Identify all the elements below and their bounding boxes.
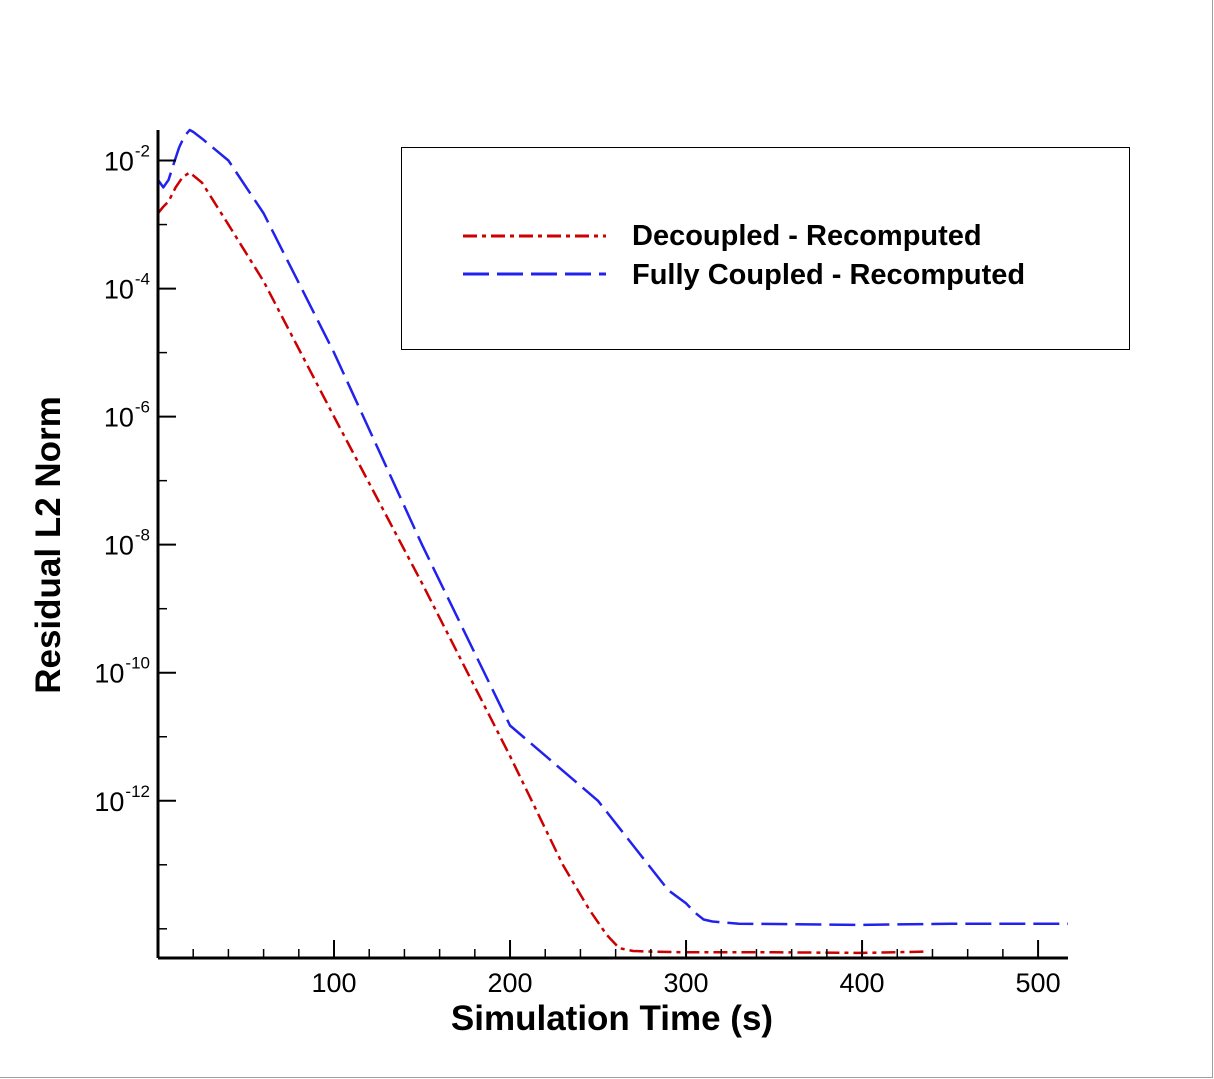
legend: Decoupled - Recomputed Fully Coupled - R… (401, 147, 1130, 350)
series-line-decoupled (157, 171, 928, 955)
y-tick-label-exponent: -10 (125, 654, 150, 673)
x-tick-label: 300 (664, 968, 709, 998)
y-tick-label-exponent: -2 (135, 142, 150, 161)
y-tick-label-base: 10 (104, 147, 134, 177)
x-axis-title: Simulation Time (s) (451, 999, 773, 1038)
legend-label-fully-coupled: Fully Coupled - Recomputed (632, 259, 1025, 291)
y-tick-label-base: 10 (104, 531, 134, 561)
x-tick-label: 100 (311, 968, 356, 998)
y-tick-label-exponent: -8 (135, 526, 150, 545)
y-tick-label-base: 10 (104, 403, 134, 433)
x-tick-label: 200 (487, 968, 532, 998)
y-tick-label-exponent: -12 (125, 782, 150, 801)
y-tick-label-base: 10 (104, 275, 134, 305)
legend-box (401, 147, 1130, 350)
x-tick-label: 400 (840, 968, 885, 998)
y-axis-title: Residual L2 Norm (29, 396, 68, 694)
series-layer (156, 128, 1068, 955)
x-tick-label: 500 (1016, 968, 1061, 998)
y-tick-label-base: 10 (94, 787, 124, 817)
legend-label-decoupled: Decoupled - Recomputed (632, 220, 982, 252)
y-tick-label-base: 10 (94, 659, 124, 689)
y-tick-label-exponent: -4 (135, 270, 150, 289)
series-line-fully-coupled (156, 128, 1068, 927)
y-tick-label-exponent: -6 (135, 398, 150, 417)
